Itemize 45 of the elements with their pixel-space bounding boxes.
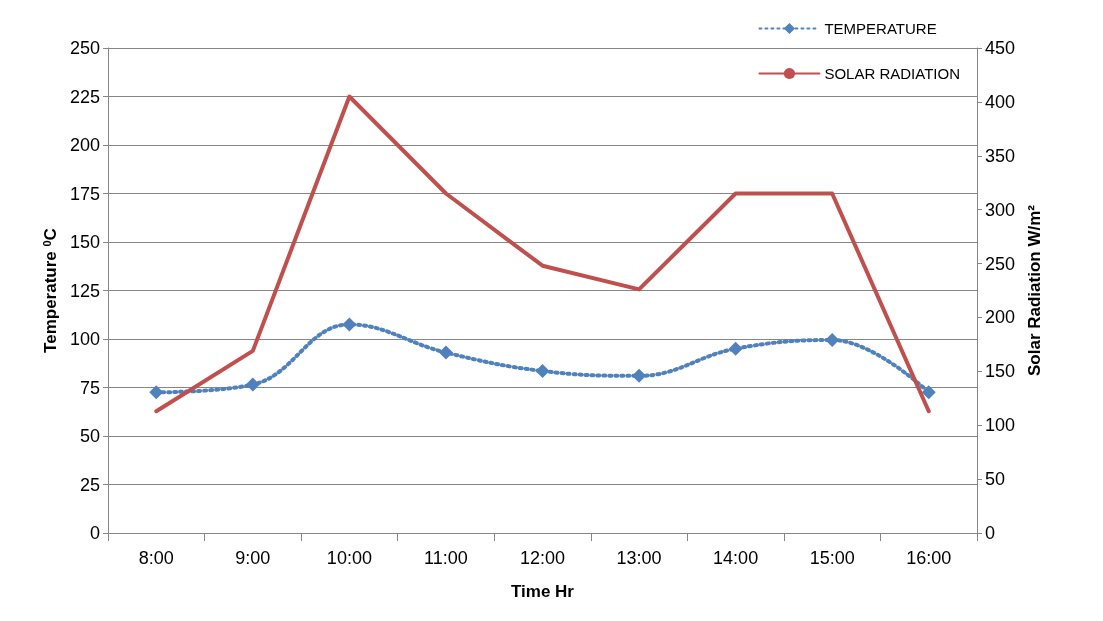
point bbox=[921, 385, 936, 400]
y2-tick-label: 100 bbox=[985, 415, 1016, 436]
point bbox=[728, 341, 743, 356]
y-tick-label: 150 bbox=[69, 232, 100, 252]
x-tick-label: 10:00 bbox=[326, 548, 372, 568]
x-tick-label: 8:00 bbox=[138, 548, 174, 568]
x-tick-label: 15:00 bbox=[809, 548, 855, 568]
y2-tick-label: 200 bbox=[985, 307, 1016, 328]
x-tick-label: 14:00 bbox=[713, 548, 759, 568]
y2-axis-title: Solar Radiation W/m² bbox=[1024, 204, 1044, 376]
x-tick-label: 9:00 bbox=[235, 548, 271, 568]
y-tick-label: 75 bbox=[79, 377, 100, 398]
line-series bbox=[154, 94, 931, 414]
y2-tick-label: 300 bbox=[985, 199, 1016, 220]
x-tick-label: 13:00 bbox=[616, 548, 662, 568]
x-tick-label: 16:00 bbox=[906, 548, 952, 568]
legend-label: SOLAR RADIATION bbox=[824, 65, 961, 82]
point bbox=[438, 345, 453, 360]
x-tick-label: 12:00 bbox=[519, 548, 566, 568]
point bbox=[245, 377, 260, 392]
y-tick-label: 175 bbox=[69, 183, 100, 204]
point bbox=[825, 332, 840, 347]
y-tick-label: 125 bbox=[69, 280, 100, 301]
y2-tick-label: 150 bbox=[985, 361, 1016, 382]
x-axis-title: Time Hr bbox=[511, 582, 575, 601]
point bbox=[632, 368, 647, 383]
y-tick-label: 25 bbox=[79, 474, 100, 495]
y-tick-label: 200 bbox=[69, 135, 100, 155]
point bbox=[342, 317, 357, 332]
y2-tick-label: 400 bbox=[985, 91, 1016, 112]
y2-tick-label: 250 bbox=[985, 253, 1016, 274]
y2-tick-label: 350 bbox=[985, 145, 1016, 166]
y-tick-label: 0 bbox=[89, 523, 100, 543]
y-tick-label: 100 bbox=[69, 329, 100, 349]
legend-label: TEMPERATURE bbox=[824, 20, 937, 37]
y2-tick-label: 50 bbox=[985, 469, 1006, 490]
y2-tick-label: 0 bbox=[985, 523, 996, 543]
y-tick-label: 225 bbox=[69, 86, 100, 107]
y-tick-label: 250 bbox=[69, 38, 100, 58]
x-tick-label: 11:00 bbox=[424, 548, 468, 568]
y2-tick-label: 450 bbox=[985, 38, 1016, 58]
y-axis-title: Temperature 0C bbox=[40, 228, 60, 353]
point bbox=[535, 364, 550, 379]
y-tick-label: 50 bbox=[79, 426, 100, 446]
point bbox=[149, 385, 164, 400]
